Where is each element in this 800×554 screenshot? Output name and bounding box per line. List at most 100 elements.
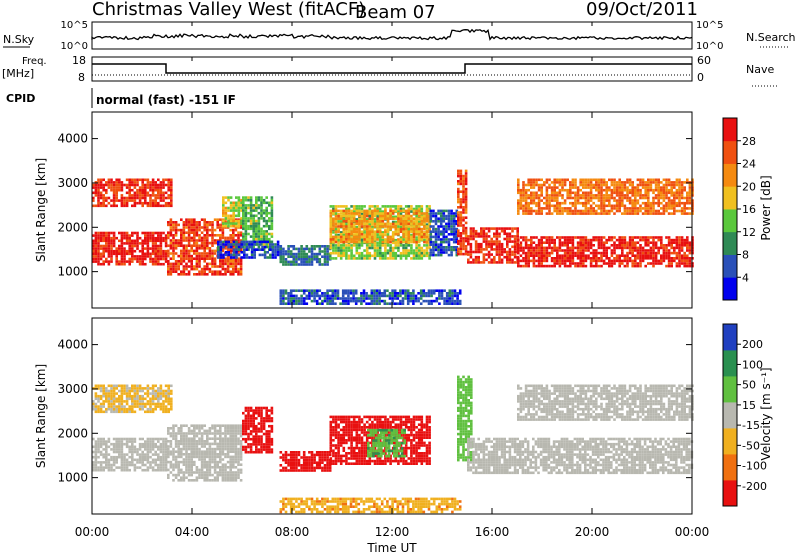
heatmap-cell [459,247,463,251]
heatmap-cell [92,247,95,250]
heatmap-cell [336,289,340,292]
heatmap-cell [112,455,116,459]
heatmap-cell [386,205,390,208]
heatmap-cell [391,251,395,255]
heatmap-cell [269,245,272,249]
heatmap-cell [102,186,105,189]
heatmap-cell [102,249,105,253]
heatmap-cell [623,246,627,250]
heatmap-cell [469,248,473,251]
heatmap-cell [157,234,160,237]
heatmap-cell [146,242,150,245]
heatmap-cell [268,237,271,241]
heatmap-cell [187,218,191,221]
heatmap-cell [524,212,528,215]
heatmap-cell [262,232,266,236]
heatmap-cell [99,437,103,441]
heatmap-cell [222,204,225,207]
heatmap-cell [318,260,322,264]
heatmap-cell [550,188,554,192]
heatmap-cell [386,225,390,228]
heatmap-cell [628,236,632,239]
heatmap-cell [462,193,465,196]
heatmap-cell [566,241,569,244]
heatmap-cell [284,289,288,292]
heatmap-cell [420,205,424,208]
heatmap-cell [579,254,582,257]
heatmap-cell [174,265,178,268]
heatmap-cell [282,302,285,305]
heatmap-cell [592,212,595,215]
heatmap-cell [519,196,523,200]
heatmap-cell [224,267,227,271]
heatmap-cell [144,234,147,237]
heatmap-cell [584,264,588,268]
heatmap-cell [350,257,353,260]
heatmap-cell [545,249,549,252]
heatmap-cell [123,262,126,266]
heatmap-cell [227,245,230,249]
heatmap-cell [256,240,259,244]
heatmap-cell [112,463,116,467]
heatmap-cell [610,251,614,255]
heatmap-cell [550,236,554,239]
heatmap-cell [384,249,387,252]
heatmap-cell [442,240,446,244]
heatmap-cell [363,233,366,237]
heatmap-cell [255,237,258,241]
heatmap-cell [345,240,348,244]
heatmap-cell [457,169,460,173]
heatmap-cell [342,205,346,208]
heatmap-cell [245,248,249,251]
heatmap-cell [654,262,658,265]
heatmap-cell [459,250,463,253]
heatmap-cell [350,220,353,223]
heatmap-cell [652,207,655,210]
heatmap-cell [417,207,421,211]
heatmap-cell [344,302,348,305]
heatmap-cell [203,252,206,255]
heatmap-cell [211,236,214,240]
heatmap-cell [208,247,212,250]
heatmap-cell [347,294,350,298]
heatmap-cell [582,212,585,215]
heatmap-cell [402,209,405,213]
heatmap-cell [354,299,358,303]
heatmap-cell [151,260,155,263]
heatmap-cell [381,220,385,223]
heatmap-cell [222,240,225,244]
heatmap-cell [371,235,374,239]
heatmap-cell [556,251,559,255]
heatmap-cell [99,191,103,195]
heatmap-cell [118,183,121,187]
heatmap-cell [360,233,364,236]
heatmap-cell [688,183,692,187]
heatmap-cell [242,211,245,215]
heatmap-cell [355,251,359,255]
heatmap-cell [389,251,392,255]
heatmap-cell [649,236,653,239]
heatmap-cell [652,188,655,192]
heatmap-cell [688,188,692,192]
heatmap-cell [164,255,168,258]
heatmap-cell [92,255,95,258]
heatmap-cell [250,253,254,257]
heatmap-cell [556,207,559,210]
heatmap-cell [485,248,488,251]
heatmap-cell [584,257,588,260]
heatmap-cell [97,445,100,449]
heatmap-cell [522,194,525,197]
heatmap-cell [615,183,619,187]
heatmap-cell [543,207,546,210]
heatmap-cell [404,227,408,231]
heatmap-cell [247,196,250,199]
heatmap-cell [211,231,214,234]
heatmap-cell [456,302,459,305]
heatmap-cell [412,297,415,300]
heatmap-cell [102,188,105,192]
heatmap-cell [115,442,118,446]
heatmap-cell [469,237,473,241]
heatmap-cell [110,455,113,459]
heatmap-cell [200,218,204,221]
heatmap-cell [647,262,650,265]
